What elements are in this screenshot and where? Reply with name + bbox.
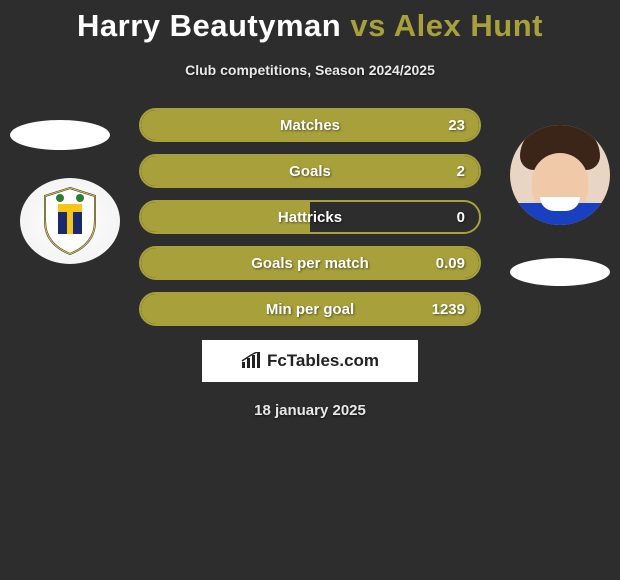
stat-label: Matches: [280, 117, 340, 134]
stat-row-hattricks: Hattricks 0: [139, 200, 481, 234]
subtitle: Club competitions, Season 2024/2025: [0, 62, 620, 78]
stat-right-value: 1239: [432, 301, 465, 318]
shield-icon: [40, 186, 100, 256]
stat-right-value: 2: [457, 163, 465, 180]
stat-label: Hattricks: [278, 209, 342, 226]
player2-name: Alex Hunt: [394, 8, 543, 43]
player2-club-placeholder: [510, 258, 610, 286]
bar-chart-icon: [241, 352, 263, 370]
vs-label: vs: [350, 8, 385, 43]
brand-text: FcTables.com: [267, 351, 379, 371]
player1-name: Harry Beautyman: [77, 8, 341, 43]
stat-right-value: 23: [448, 117, 465, 134]
player2-avatar: [510, 125, 610, 225]
stat-row-mpg: Min per goal 1239: [139, 292, 481, 326]
stat-label: Goals per match: [251, 255, 369, 272]
stat-row-gpm: Goals per match 0.09: [139, 246, 481, 280]
stat-label: Min per goal: [266, 301, 354, 318]
player1-club-crest: [20, 178, 120, 264]
brand-badge: FcTables.com: [202, 340, 418, 382]
date-label: 18 january 2025: [0, 402, 620, 419]
comparison-title: Harry Beautyman vs Alex Hunt: [0, 0, 620, 44]
stat-label: Goals: [289, 163, 331, 180]
stat-row-matches: Matches 23: [139, 108, 481, 142]
stat-row-goals: Goals 2: [139, 154, 481, 188]
stats-container: Matches 23 Goals 2 Hattricks 0 Goals per…: [139, 108, 481, 326]
player1-avatar-placeholder: [10, 120, 110, 150]
stat-right-value: 0: [457, 209, 465, 226]
stat-right-value: 0.09: [436, 255, 465, 272]
